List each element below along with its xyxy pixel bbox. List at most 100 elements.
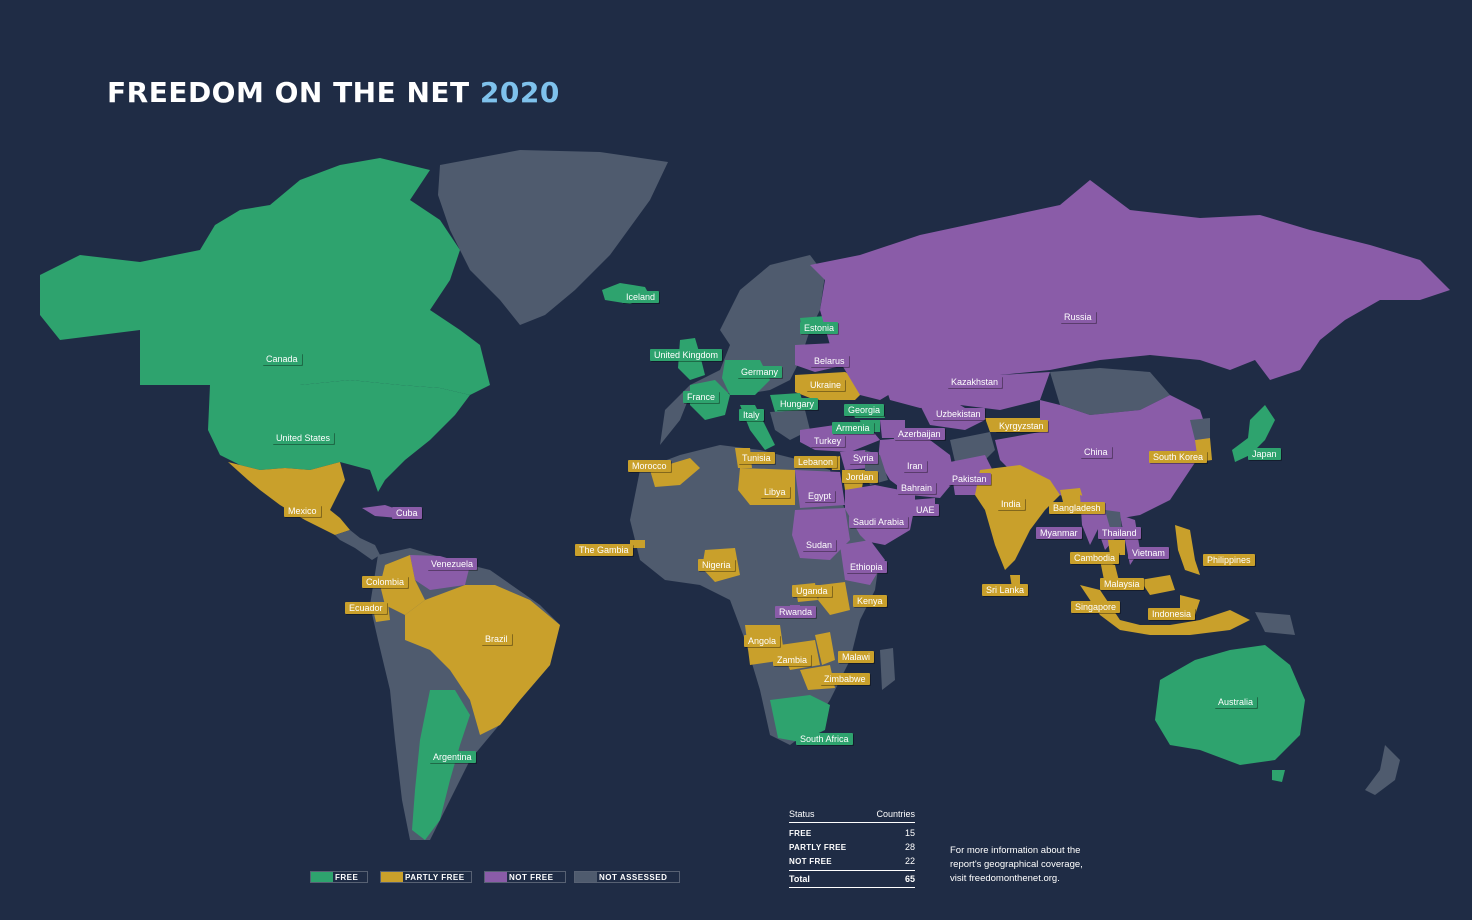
country-label-zimbabwe: Zimbabwe xyxy=(820,673,870,685)
country-label-south-africa: South Africa xyxy=(796,733,853,745)
country-label-russia: Russia xyxy=(1060,311,1096,323)
country-label-myanmar: Myanmar xyxy=(1036,527,1082,539)
info-line: visit freedomonthenet.org. xyxy=(950,873,1060,884)
stats-header-row: Status Countries xyxy=(789,806,915,823)
stats-row-count: 28 xyxy=(904,842,915,852)
country-label-tunisia: Tunisia xyxy=(738,452,775,464)
saudi-shape xyxy=(845,485,915,545)
country-label-cuba: Cuba xyxy=(392,507,422,519)
country-label-belarus: Belarus xyxy=(810,355,849,367)
usa-shape xyxy=(208,380,470,492)
legend-label-not-free: NOT FREE xyxy=(509,872,554,882)
stats-total-row: Total 65 xyxy=(789,870,915,888)
country-label-kenya: Kenya xyxy=(853,595,887,607)
country-label-azerbaijan: Azerbaijan xyxy=(894,428,945,440)
malaysia-shape xyxy=(1100,560,1175,595)
legend-item-free: FREE xyxy=(310,871,368,883)
country-label-canada: Canada xyxy=(262,353,302,365)
stats-row-label: NOT FREE xyxy=(789,856,832,866)
country-label-nigeria: Nigeria xyxy=(698,559,735,571)
country-label-ecuador: Ecuador xyxy=(345,602,387,614)
mongolia-shape xyxy=(1050,368,1170,415)
laos-shape xyxy=(1105,510,1122,530)
stats-total-count: 65 xyxy=(904,874,915,884)
country-label-italy: Italy xyxy=(739,409,764,421)
stats-row-label: FREE xyxy=(789,828,812,838)
country-label-philippines: Philippines xyxy=(1203,554,1255,566)
country-label-saudi-arabia: Saudi Arabia xyxy=(849,516,909,528)
map-title-year: 2020 xyxy=(479,76,560,109)
country-label-the-gambia: The Gambia xyxy=(575,544,633,556)
coverage-info-text: For more information about the report's … xyxy=(950,844,1110,886)
malawi-shape xyxy=(815,632,835,665)
japan-shape xyxy=(1232,405,1275,462)
map-title: FREEDOM ON THE NET 2020 xyxy=(107,76,560,109)
country-label-iran: Iran xyxy=(903,460,927,472)
country-label-ukraine: Ukraine xyxy=(806,379,846,391)
legend-swatch-not-assessed xyxy=(575,872,597,882)
country-label-estonia: Estonia xyxy=(800,322,839,334)
country-label-bangladesh: Bangladesh xyxy=(1049,502,1105,514)
stats-row-label: PARTLY FREE xyxy=(789,842,847,852)
country-label-argentina: Argentina xyxy=(429,751,476,763)
info-line: For more information about the xyxy=(950,845,1081,856)
philippines-shape xyxy=(1175,525,1200,575)
tasmania-shape xyxy=(1272,770,1285,782)
country-label-mexico: Mexico xyxy=(284,505,321,517)
country-label-cambodia: Cambodia xyxy=(1070,552,1120,564)
egypt-shape xyxy=(795,470,845,508)
country-label-uganda: Uganda xyxy=(792,585,832,597)
status-summary-table: Status Countries FREE 15 PARTLY FREE 28 … xyxy=(789,806,915,888)
argentina-shape xyxy=(412,690,470,840)
new-zealand-shape xyxy=(1365,745,1400,795)
country-label-georgia: Georgia xyxy=(844,404,885,416)
info-line: report's geographical coverage, xyxy=(950,859,1083,870)
country-label-singapore: Singapore xyxy=(1071,601,1121,613)
country-label-india: India xyxy=(997,498,1025,510)
country-label-kyrgyzstan: Kyrgyzstan xyxy=(995,420,1048,432)
south-africa-shape xyxy=(770,695,830,742)
country-label-sri-lanka: Sri Lanka xyxy=(982,584,1029,596)
country-label-south-korea: South Korea xyxy=(1149,451,1208,463)
country-label-rwanda: Rwanda xyxy=(775,606,817,618)
morocco-shape xyxy=(650,458,700,487)
country-label-zambia: Zambia xyxy=(773,654,812,666)
legend-label-partly-free: PARTLY FREE xyxy=(405,872,465,882)
country-label-hungary: Hungary xyxy=(776,398,819,410)
kazakhstan-shape xyxy=(880,370,1050,410)
country-label-morocco: Morocco xyxy=(628,460,671,472)
country-label-united-states: United States xyxy=(272,432,335,444)
stats-header-status: Status xyxy=(789,809,815,819)
country-label-indonesia: Indonesia xyxy=(1148,608,1196,620)
country-label-kazakhstan: Kazakhstan xyxy=(947,376,1003,388)
country-label-brazil: Brazil xyxy=(481,633,512,645)
country-label-syria: Syria xyxy=(849,452,878,464)
country-label-japan: Japan xyxy=(1248,448,1281,460)
gambia-shape xyxy=(630,540,645,548)
country-label-malaysia: Malaysia xyxy=(1100,578,1144,590)
india-shape xyxy=(975,465,1060,570)
country-label-united-kingdom: United Kingdom xyxy=(650,349,723,361)
legend-swatch-not-free xyxy=(485,872,507,882)
country-label-iceland: Iceland xyxy=(622,291,660,303)
brazil-shape xyxy=(405,585,560,735)
stats-total-label: Total xyxy=(789,874,810,884)
europe-base xyxy=(660,255,825,445)
map-title-main: FREEDOM ON THE NET xyxy=(107,76,470,109)
country-label-lebanon: Lebanon xyxy=(794,456,838,468)
country-label-bahrain: Bahrain xyxy=(897,482,937,494)
stats-row-partly-free: PARTLY FREE 28 xyxy=(789,840,915,854)
country-label-turkey: Turkey xyxy=(810,435,846,447)
country-label-pakistan: Pakistan xyxy=(948,473,991,485)
country-label-germany: Germany xyxy=(737,366,783,378)
stats-header-countries: Countries xyxy=(876,809,915,819)
country-label-jordan: Jordan xyxy=(842,471,878,483)
stats-row-free: FREE 15 xyxy=(789,826,915,840)
legend-label-free: FREE xyxy=(335,872,359,882)
country-label-vietnam: Vietnam xyxy=(1128,547,1169,559)
country-label-france: France xyxy=(683,391,720,403)
central-america-shape xyxy=(335,530,380,560)
legend-item-partly-free: PARTLY FREE xyxy=(380,871,472,883)
country-label-egypt: Egypt xyxy=(804,490,836,502)
